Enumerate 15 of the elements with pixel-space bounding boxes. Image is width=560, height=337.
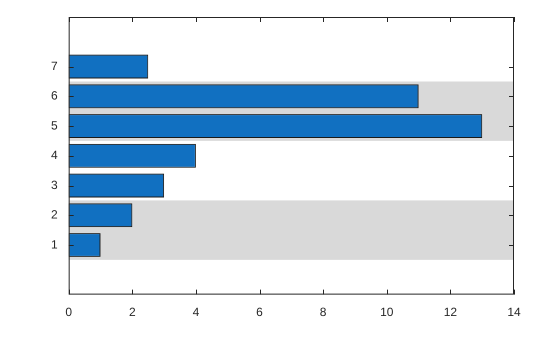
x-tick-label: 6 (256, 305, 264, 320)
y-tick-label: 1 (50, 237, 58, 252)
y-tick-label: 4 (50, 148, 58, 162)
x-tick-label: 10 (380, 305, 394, 320)
y-tick-label: 3 (50, 178, 58, 192)
x-tick-label: 8 (320, 305, 327, 320)
y-tick-label: 6 (50, 88, 58, 103)
x-tick-label: 2 (128, 305, 136, 320)
x-tick-label: 14 (507, 305, 521, 320)
y-tick-label: 2 (50, 208, 58, 222)
x-tick-label: 0 (65, 305, 72, 320)
x-tick-label: 12 (444, 305, 458, 320)
y-tick-label: 7 (50, 58, 58, 73)
y-tick-label: 5 (50, 118, 58, 132)
x-tick-label: 4 (192, 305, 200, 320)
